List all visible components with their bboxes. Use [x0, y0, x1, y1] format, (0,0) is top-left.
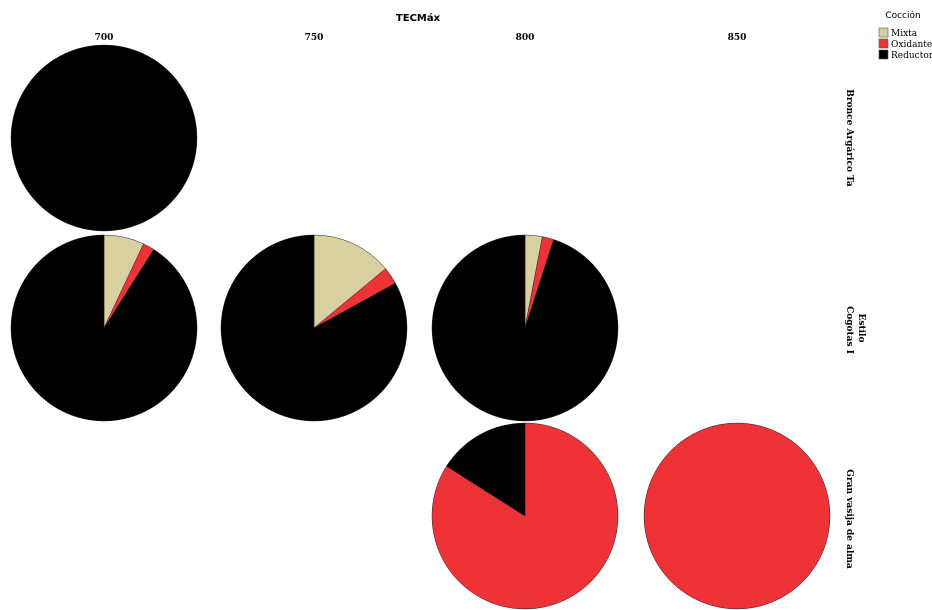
pie-cells — [10, 44, 831, 610]
pie-bronce-argarico-ta-700 — [10, 44, 198, 232]
pie-slice-gran-vasija-de-alma-850-oxidante — [643, 422, 831, 610]
pie-gran-vasija-de-alma-850 — [643, 422, 831, 610]
pie-slice-cogotas-i-800-reductor — [431, 234, 619, 422]
legend: Cocción Mixta Oxidante Reductor — [878, 10, 932, 61]
legend-title: Cocción — [885, 10, 920, 21]
pie-cogotas-i-700 — [10, 234, 198, 422]
column-variable-title: TECMáx — [396, 12, 441, 24]
pie-slice-cogotas-i-750-reductor — [220, 234, 408, 422]
row-label-bronce-argarico-ta: Bronce Argárico Ta — [844, 89, 855, 187]
column-label-700: 700 — [95, 33, 114, 43]
legend-swatch-oxidante — [878, 38, 889, 49]
pie-gran-vasija-de-alma-800 — [431, 422, 619, 610]
row-variable-title: Estilo — [856, 314, 866, 343]
legend-swatch-mixta — [878, 27, 889, 38]
pie-slice-bronce-argarico-ta-700-reductor — [10, 44, 198, 232]
column-label-800: 800 — [516, 33, 535, 43]
column-label-750: 750 — [305, 33, 324, 43]
pie-cogotas-i-750 — [220, 234, 408, 422]
pie-slice-gran-vasija-de-alma-800-reductor — [446, 422, 526, 517]
row-label-cogotas-i: Cogotas I — [844, 306, 854, 354]
legend-label-mixta: Mixta — [891, 29, 918, 39]
legend-label-oxidante: Oxidante — [891, 40, 932, 50]
column-label-850: 850 — [728, 33, 747, 43]
row-label-gran-vasija-de-alma: Gran vasija de alma — [844, 469, 854, 569]
legend-label-reductor: Reductor — [891, 51, 932, 61]
legend-swatch-reductor — [878, 49, 889, 60]
pie-cogotas-i-800 — [431, 234, 619, 422]
pie-slice-cogotas-i-750-mixta — [313, 234, 387, 329]
pie-slice-cogotas-i-700-reductor — [10, 234, 198, 422]
